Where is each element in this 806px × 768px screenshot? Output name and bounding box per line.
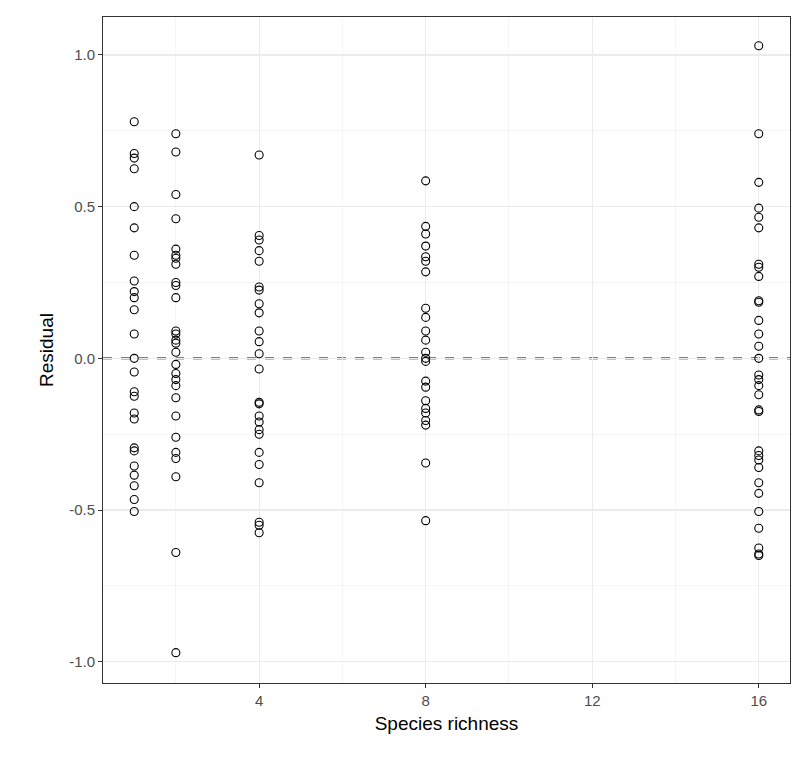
svg-text:0.5: 0.5 — [74, 198, 95, 215]
svg-text:12: 12 — [584, 692, 601, 709]
svg-text:Residual: Residual — [36, 313, 57, 387]
svg-text:16: 16 — [750, 692, 767, 709]
svg-text:1.0: 1.0 — [74, 46, 95, 63]
svg-text:0.0: 0.0 — [74, 350, 95, 367]
svg-text:8: 8 — [422, 692, 430, 709]
svg-text:4: 4 — [255, 692, 263, 709]
svg-text:-1.0: -1.0 — [69, 653, 95, 670]
svg-text:Species richness: Species richness — [375, 713, 519, 734]
svg-text:-0.5: -0.5 — [69, 501, 95, 518]
